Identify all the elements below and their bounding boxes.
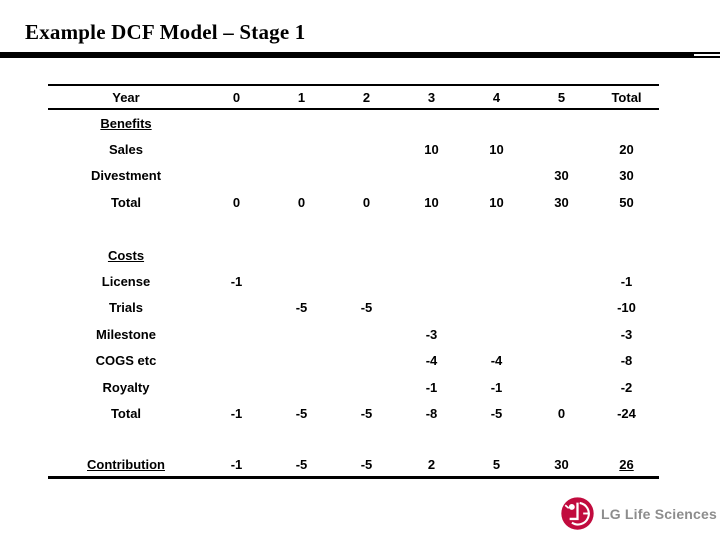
cell: -3 — [425, 326, 438, 342]
cell: -5 — [360, 405, 373, 421]
header-year-label: Year — [112, 89, 140, 105]
cell: -1 — [230, 457, 243, 473]
table-row-sales: Sales 10 10 20 — [48, 136, 659, 162]
header-col-2: 2 — [362, 89, 371, 105]
lg-symbol-icon — [561, 497, 594, 530]
header-col-3: 3 — [427, 89, 436, 105]
table-row-license: License -1 -1 — [48, 268, 659, 294]
table-row-royalty: Royalty -1 -1 -2 — [48, 374, 659, 400]
cell: -10 — [617, 300, 636, 316]
cell: 30 — [619, 168, 634, 184]
cell-contribution-total: 26 — [619, 457, 634, 473]
cell: -8 — [620, 353, 633, 369]
cell: 30 — [554, 457, 569, 473]
cell: 10 — [424, 194, 439, 210]
cell: 20 — [619, 142, 634, 158]
cell: -5 — [295, 457, 308, 473]
cell: -1 — [230, 274, 243, 290]
table-row-costs: Costs — [48, 242, 659, 268]
cell: 2 — [427, 457, 436, 473]
cell: -24 — [617, 405, 636, 421]
lg-life-sciences-wordmark: LG Life Sciences — [601, 505, 718, 522]
row-label: Total — [110, 405, 142, 421]
table-header-row: Year 0 1 2 3 4 5 Total — [48, 84, 659, 110]
table-row-trials: Trials -5 -5 -10 — [48, 295, 659, 321]
table-spacer-row — [48, 427, 659, 453]
table-row-milestone: Milestone -3 -3 — [48, 321, 659, 347]
row-label: Divestment — [90, 168, 162, 184]
title-divider-rule-gap — [694, 54, 720, 57]
cell: -8 — [425, 405, 438, 421]
header-col-5: 5 — [557, 89, 566, 105]
cell: -5 — [295, 405, 308, 421]
header-col-0: 0 — [232, 89, 241, 105]
row-label: Benefits — [100, 115, 152, 131]
row-label: Trials — [109, 300, 143, 316]
header-col-total: Total — [611, 89, 642, 105]
cell: -4 — [425, 353, 438, 369]
row-label: Total — [110, 194, 142, 210]
title-divider-rule — [0, 52, 720, 58]
row-label: Royalty — [102, 379, 150, 395]
lg-life-sciences-logo: LG Life Sciences — [560, 496, 717, 531]
cell: 0 — [297, 194, 306, 210]
table-row-cogs: COGS etc -4 -4 -8 — [48, 348, 659, 374]
table-row-benefits: Benefits — [48, 110, 659, 136]
row-label: License — [101, 274, 151, 290]
row-label: Costs — [107, 247, 145, 263]
cell: -5 — [295, 300, 308, 316]
row-label: Milestone — [96, 326, 156, 342]
row-label: Sales — [109, 142, 143, 158]
row-label: Contribution — [87, 457, 165, 473]
cell: -1 — [490, 379, 503, 395]
cell: 0 — [362, 194, 371, 210]
cell: -1 — [425, 379, 438, 395]
cell: 30 — [554, 194, 569, 210]
cell: 0 — [232, 194, 241, 210]
table-spacer-row — [48, 216, 659, 242]
table-row-divestment: Divestment 30 30 — [48, 163, 659, 189]
cell: 30 — [554, 168, 569, 184]
cell: 10 — [424, 142, 439, 158]
cell: 5 — [492, 457, 501, 473]
cell: -3 — [620, 326, 633, 342]
cell: -5 — [490, 405, 503, 421]
cell: -1 — [230, 405, 243, 421]
cell: 10 — [489, 142, 504, 158]
table-row-benefits-total: Total 0 0 0 10 10 30 50 — [48, 189, 659, 215]
table-row-contribution: Contribution -1 -5 -5 2 5 30 26 — [48, 453, 659, 480]
cell: 50 — [619, 194, 634, 210]
header-col-1: 1 — [297, 89, 306, 105]
table-row-costs-total: Total -1 -5 -5 -8 -5 0 -24 — [48, 400, 659, 426]
cell: -5 — [360, 300, 373, 316]
cell: 10 — [489, 194, 504, 210]
dcf-table: Year 0 1 2 3 4 5 Total Benefits Sales 10… — [48, 84, 659, 480]
row-label: COGS etc — [95, 353, 157, 369]
cell: -2 — [620, 379, 633, 395]
cell: 0 — [557, 405, 566, 421]
header-col-4: 4 — [492, 89, 501, 105]
cell: -4 — [490, 353, 503, 369]
cell: -5 — [360, 457, 373, 473]
slide-title: Example DCF Model – Stage 1 — [25, 20, 306, 44]
cell: -1 — [620, 274, 633, 290]
